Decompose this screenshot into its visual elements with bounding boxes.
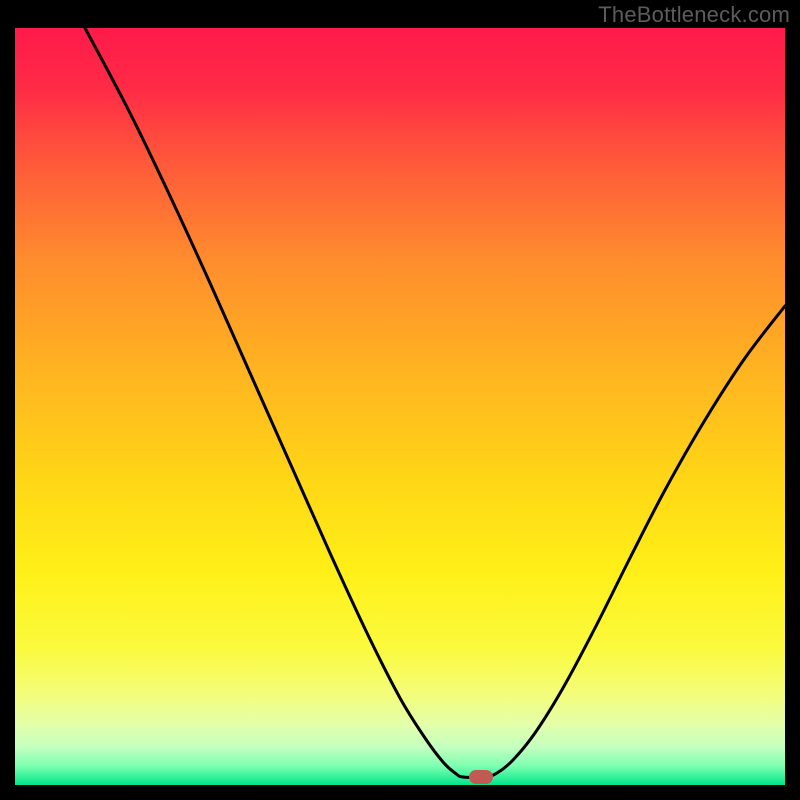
plot-area: [15, 28, 785, 785]
chart-container: TheBottleneck.com: [0, 0, 800, 800]
watermark-text: TheBottleneck.com: [598, 2, 790, 28]
bottleneck-curve: [15, 28, 785, 785]
optimal-point-marker: [469, 770, 493, 784]
